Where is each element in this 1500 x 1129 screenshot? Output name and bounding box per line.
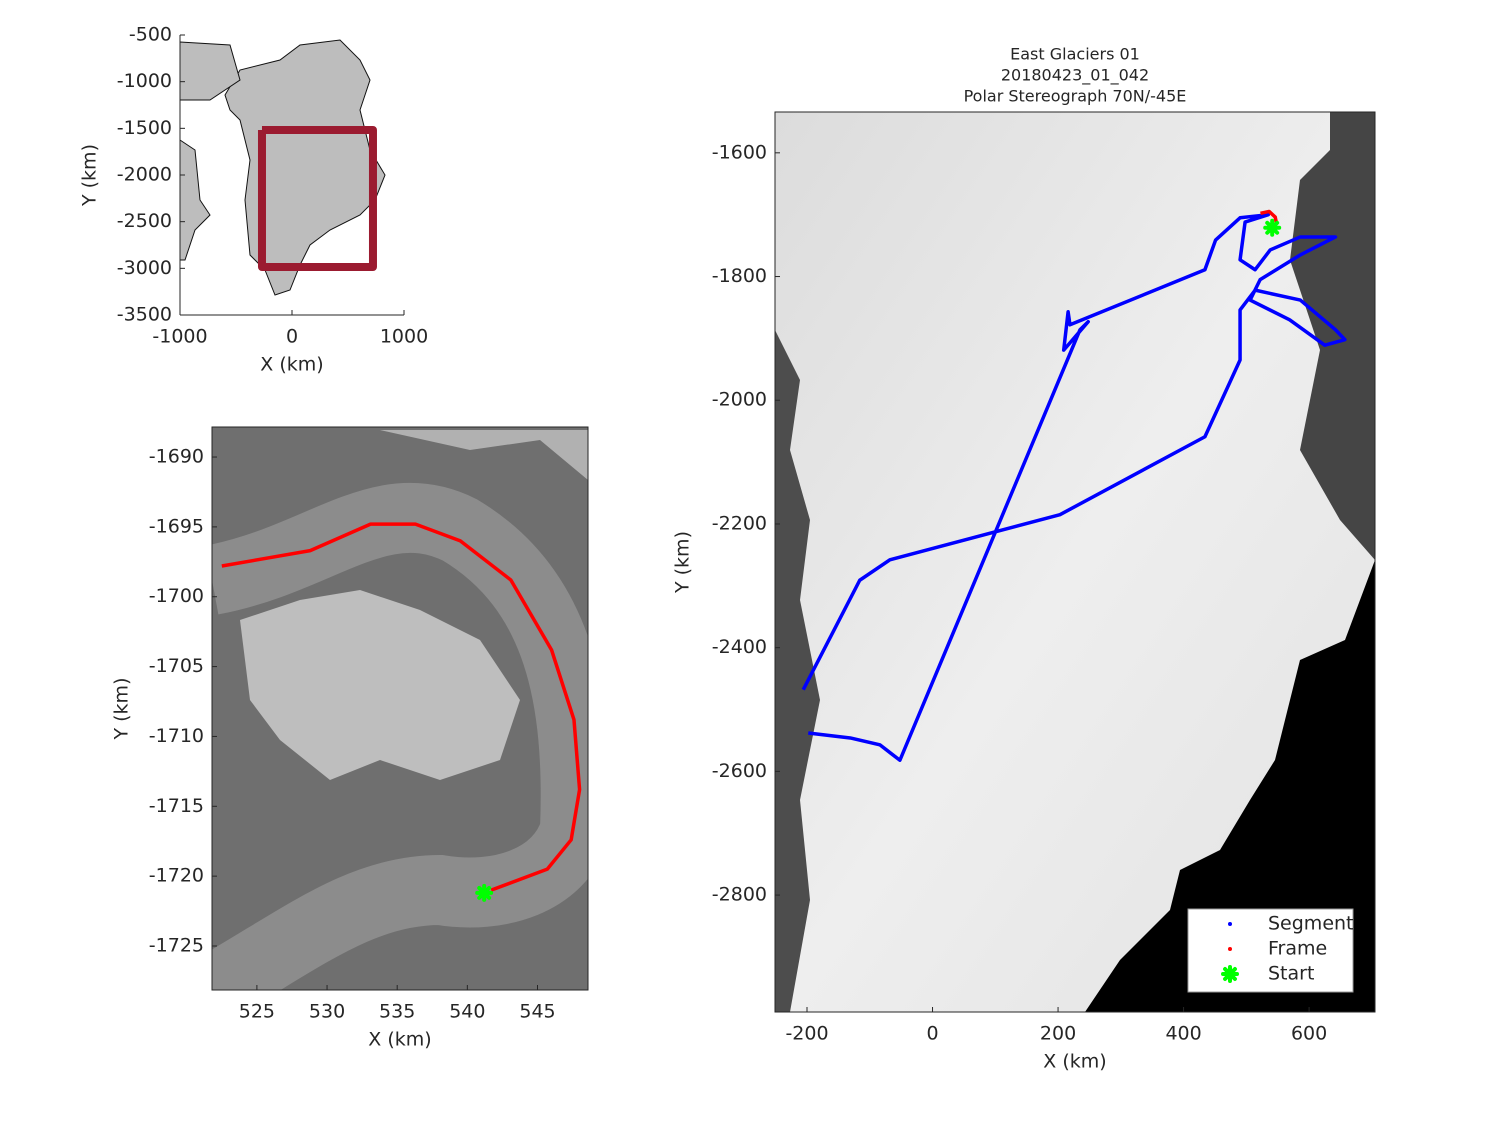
y-axis-label: Y (km) xyxy=(79,144,101,207)
track xyxy=(801,212,1347,762)
legend-box xyxy=(1187,908,1354,993)
track xyxy=(257,126,377,272)
y-tick-label: -2400 xyxy=(712,636,767,658)
mosaic-image xyxy=(775,112,1375,1012)
y-tick-label: -1715 xyxy=(149,795,204,817)
y-tick-label: -2500 xyxy=(117,210,172,232)
y-tick-label: -1500 xyxy=(117,117,172,139)
chart-title: East Glaciers 01 xyxy=(1010,45,1140,64)
start-marker xyxy=(475,883,494,902)
y-tick-label: -2200 xyxy=(712,512,767,534)
x-tick-label: 400 xyxy=(1165,1023,1201,1045)
x-axis-label: X (km) xyxy=(1043,1051,1106,1073)
y-tick-label: -500 xyxy=(129,24,172,46)
greenland-basemap xyxy=(179,39,386,296)
y-tick-label: -2000 xyxy=(117,164,172,186)
y-tick-label: -2000 xyxy=(712,389,767,411)
y-tick-label: -1000 xyxy=(117,70,172,92)
x-tick-label: 530 xyxy=(309,1001,345,1023)
x-axis-label: X (km) xyxy=(260,354,323,376)
x-tick-label: 1000 xyxy=(380,326,428,348)
x-tick-label: -200 xyxy=(785,1023,828,1045)
y-tick-label: -1600 xyxy=(712,141,767,163)
y-axis-label: Y (km) xyxy=(672,531,694,594)
x-axis-label: X (km) xyxy=(368,1029,431,1051)
x-tick-label: 545 xyxy=(519,1001,555,1023)
x-tick-label: 0 xyxy=(286,326,298,348)
legend-swatch xyxy=(1228,947,1232,951)
y-tick-label: -2600 xyxy=(712,760,767,782)
y-tick-label: -1690 xyxy=(149,446,204,468)
y-tick-label: -1695 xyxy=(149,515,204,537)
x-tick-label: 540 xyxy=(449,1001,485,1023)
y-tick-label: -1800 xyxy=(712,265,767,287)
legend-label: Frame xyxy=(1268,938,1327,960)
axes-frame xyxy=(211,426,589,991)
y-tick-label: -1710 xyxy=(149,725,204,747)
track xyxy=(221,522,582,892)
x-tick-label: 535 xyxy=(379,1001,415,1023)
x-tick-label: 0 xyxy=(926,1023,938,1045)
y-tick-label: -3000 xyxy=(117,257,172,279)
chart-title: 20180423_01_042 xyxy=(1001,66,1149,86)
y-tick-label: -1720 xyxy=(149,865,204,887)
x-tick-label: 600 xyxy=(1291,1023,1327,1045)
chart-title: Polar Stereograph 70N/-45E xyxy=(964,87,1187,106)
legend-swatch xyxy=(1228,922,1232,926)
x-tick-label: -1000 xyxy=(152,326,207,348)
y-tick-label: -1705 xyxy=(149,655,204,677)
y-tick-label: -1725 xyxy=(149,934,204,956)
legend-label: Segment xyxy=(1268,913,1354,935)
y-tick-label: -3500 xyxy=(117,304,172,326)
legend-swatch xyxy=(1221,965,1239,983)
axes-frame xyxy=(774,111,1376,1013)
glacier-image xyxy=(212,427,588,990)
start-marker xyxy=(1263,218,1282,237)
y-tick-label: -2800 xyxy=(712,884,767,906)
y-tick-label: -1700 xyxy=(149,585,204,607)
x-tick-label: 200 xyxy=(1040,1023,1076,1045)
y-axis-label: Y (km) xyxy=(111,678,133,741)
legend-label: Start xyxy=(1268,963,1314,985)
x-tick-label: 525 xyxy=(239,1001,275,1023)
